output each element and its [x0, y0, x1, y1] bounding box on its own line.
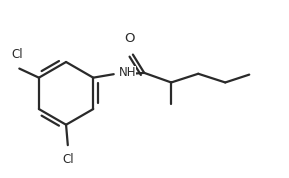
Text: Cl: Cl: [62, 153, 74, 166]
Text: Cl: Cl: [12, 48, 23, 61]
Text: O: O: [124, 32, 135, 44]
Text: NH: NH: [119, 66, 136, 79]
